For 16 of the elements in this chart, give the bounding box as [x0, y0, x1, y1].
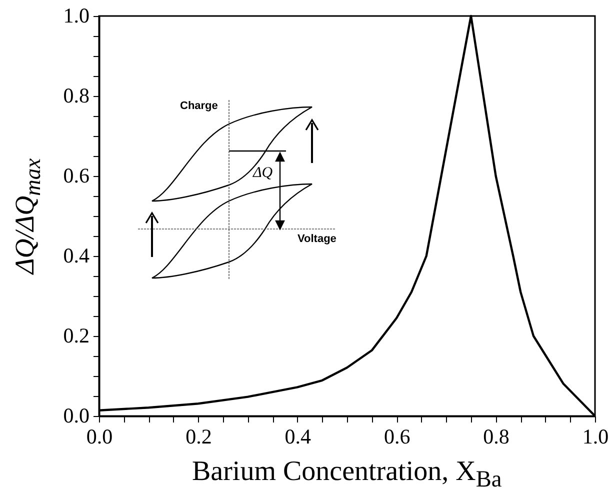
- y-tick-label: 0.2: [63, 324, 90, 348]
- y-tick-label: 0.8: [63, 84, 90, 108]
- annotation: Charge: [180, 100, 218, 112]
- y-tick-label: 1.0: [63, 4, 90, 28]
- annotation: ΔQ: [253, 164, 273, 182]
- x-tick-label: 0.2: [186, 424, 212, 448]
- x-tick-label: 0.0: [86, 424, 113, 448]
- x-tick-label: 0.4: [284, 424, 312, 448]
- y-tick-label: 0.6: [63, 164, 90, 188]
- x-tick-label: 1.0: [582, 424, 609, 448]
- y-tick-label: 0.0: [63, 404, 90, 428]
- x-tick-label: 0.8: [483, 424, 510, 448]
- y-tick-label: 0.4: [63, 244, 90, 268]
- annotation: Voltage: [298, 233, 336, 245]
- x-axis-title: Barium Concentration, X$_{Ba}$: [192, 456, 502, 494]
- x-tick-label: 0.6: [384, 424, 410, 448]
